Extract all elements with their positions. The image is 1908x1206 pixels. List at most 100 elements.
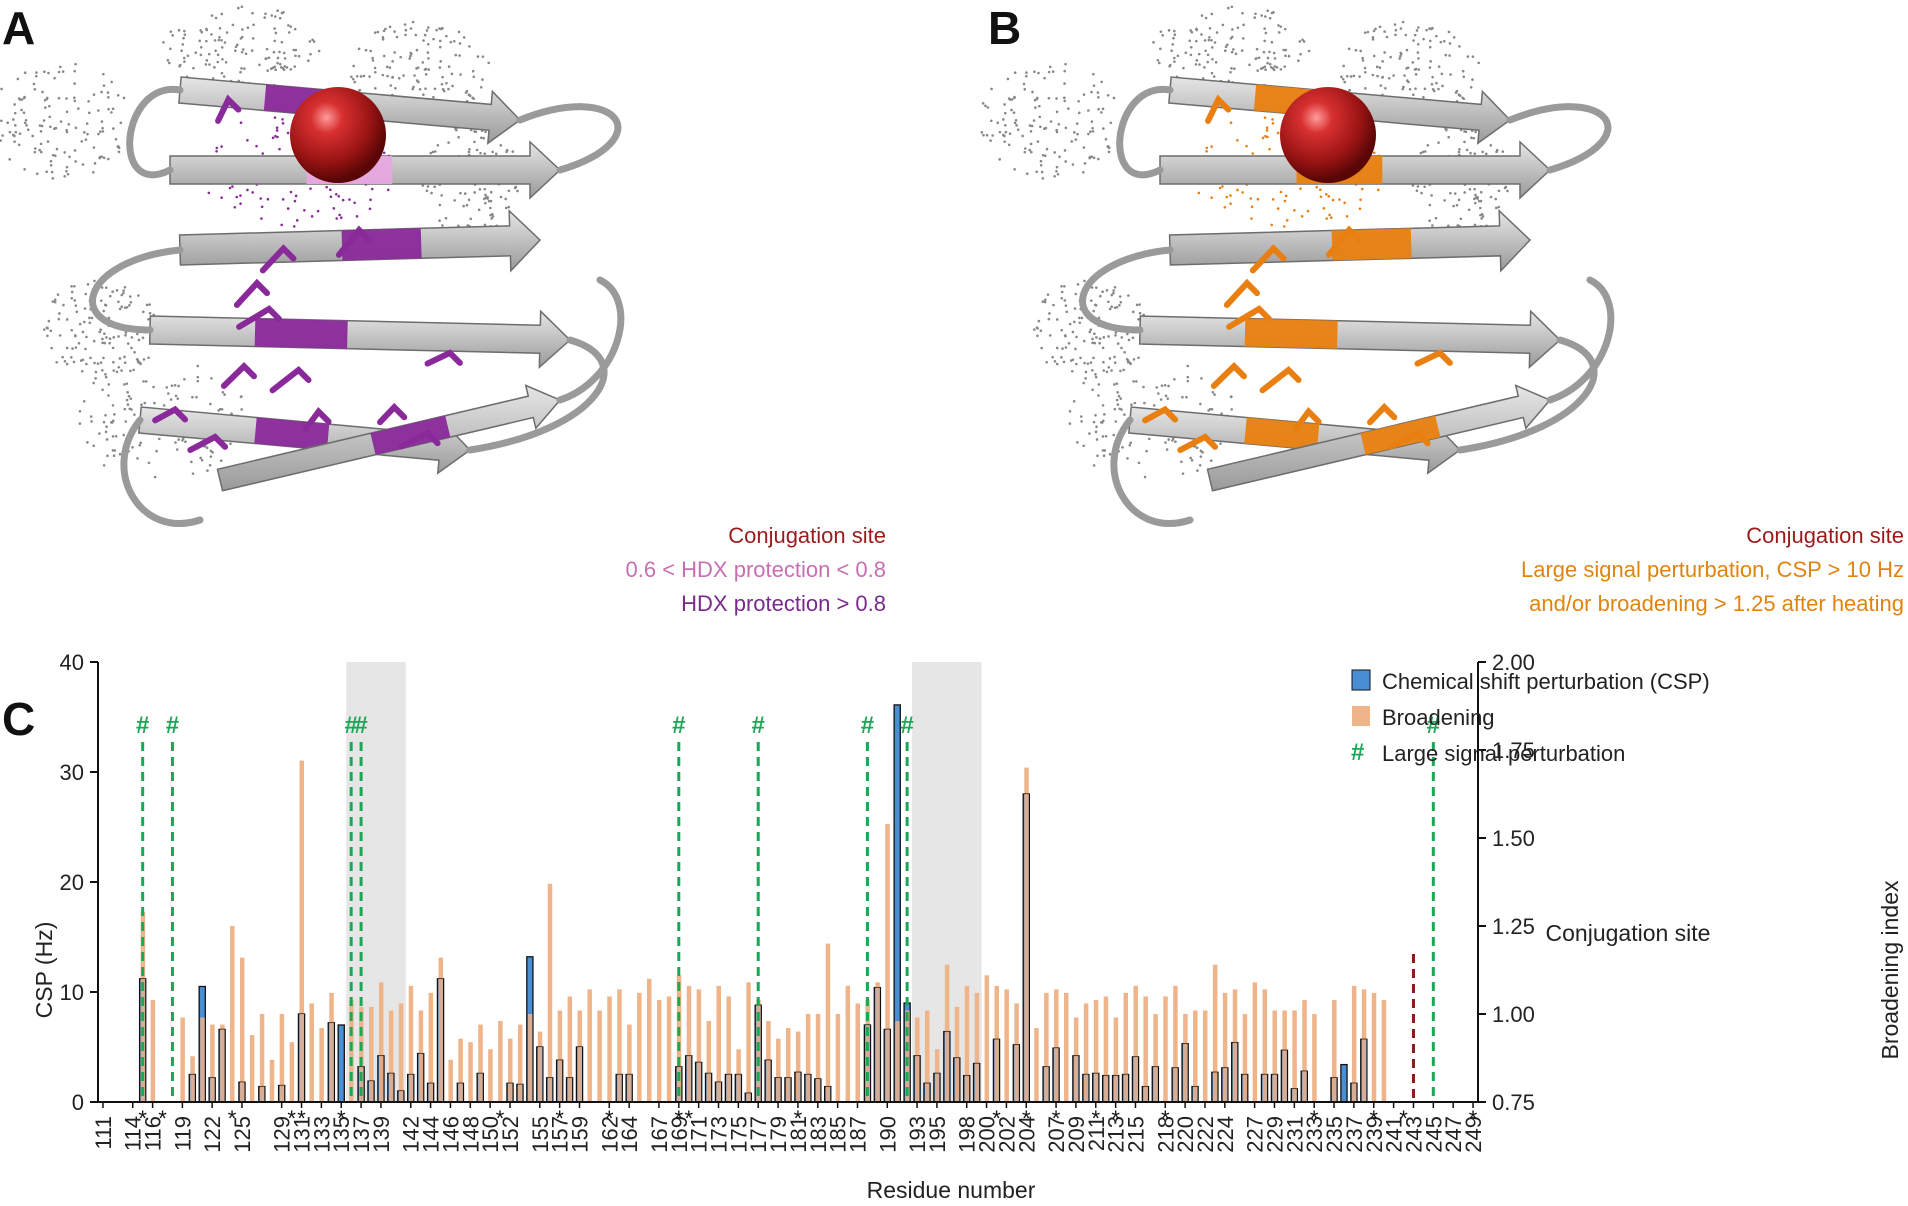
broadening-overlay (279, 1085, 285, 1102)
broadening-bar (1193, 1010, 1198, 1102)
x-tick-label: 209 (1064, 1116, 1089, 1153)
loop (120, 416, 204, 527)
broadening-overlay (1351, 1083, 1357, 1102)
broadening-overlay (1212, 1072, 1218, 1102)
loop (1110, 416, 1194, 527)
x-tick-label: 231 (1282, 1116, 1307, 1153)
broadening-overlay (1093, 1073, 1099, 1102)
broadening-bar (498, 1021, 503, 1102)
broadening-bar (656, 999, 662, 1102)
conjugation-sphere (1280, 87, 1376, 183)
side-chain (1414, 349, 1453, 367)
star-marker: * (337, 1106, 346, 1131)
side-chain (1210, 362, 1248, 389)
x-tick-label: 169 (667, 1116, 692, 1153)
hash-symbol: # (672, 712, 685, 739)
hash-symbol: # (354, 712, 367, 739)
broadening-overlay (567, 1077, 573, 1102)
broadening-bar (1332, 999, 1337, 1102)
broadening-bar (1153, 1014, 1158, 1102)
broadening-overlay (954, 1058, 960, 1102)
broadening-bar (279, 1014, 285, 1102)
broadening-overlay (964, 1075, 970, 1102)
broadening-bar (249, 1035, 255, 1102)
x-tick-label: 198 (955, 1116, 980, 1153)
star-marker: * (1091, 1106, 1100, 1131)
broadening-bar (885, 823, 890, 1102)
broadening-overlay (1173, 1067, 1178, 1102)
broadening-bar (1292, 1010, 1297, 1102)
broadening-bar (1212, 964, 1218, 1102)
chart-legend: Chemical shift perturbation (CSP) Broade… (1351, 669, 1710, 766)
x-tick-label: 187 (845, 1116, 870, 1153)
broadening-overlay (766, 1060, 771, 1102)
broadening-overlay (1332, 1077, 1337, 1102)
note-a-hdx-high: HDX protection > 0.8 (681, 591, 886, 616)
broadening-overlay (428, 1083, 434, 1102)
surface-dots (980, 62, 1116, 180)
star-marker: * (1469, 1106, 1478, 1131)
csp-bar (1340, 1063, 1348, 1103)
side-chain (152, 405, 189, 424)
broadening-overlay (369, 1081, 374, 1102)
broadening-overlay (508, 1083, 513, 1102)
y2-tick-label: 1.25 (1492, 914, 1535, 939)
highlighted-segment (370, 415, 451, 455)
x-tick-label: 148 (458, 1116, 483, 1153)
broadening-overlay (220, 1029, 225, 1102)
star-marker: * (1310, 1106, 1319, 1131)
broadening-overlay (557, 1060, 563, 1102)
star-marker: * (684, 1106, 693, 1131)
broadening-overlay (944, 1031, 950, 1102)
broadening-bar (716, 985, 722, 1102)
x-tick-label: 167 (647, 1116, 672, 1153)
surface-dots (1152, 5, 1311, 96)
broadening-overlay (458, 1083, 463, 1102)
broadening-overlay (1272, 1074, 1277, 1102)
broadening-bar (647, 978, 652, 1102)
x-tick-label: 185 (826, 1116, 851, 1153)
broadening-bar (607, 996, 612, 1102)
broadening-overlay (1183, 1043, 1188, 1102)
broadening-bar (150, 999, 156, 1102)
side-chain (1388, 429, 1431, 450)
broadening-bar (239, 957, 245, 1102)
side-chain (1177, 433, 1219, 454)
x-tick-label: 139 (369, 1116, 394, 1153)
x-tick-label: 207 (1044, 1116, 1069, 1153)
side-chain (1259, 365, 1302, 394)
loop (556, 276, 625, 404)
panel-letter-c: C (2, 693, 35, 745)
y-tick-label: 30 (60, 760, 84, 785)
broadening-overlay (924, 1083, 930, 1102)
broadening-bar (835, 1014, 841, 1102)
side-chain (1142, 405, 1179, 424)
x-tick-label: 233 (1302, 1116, 1327, 1153)
broadening-overlay (547, 1077, 553, 1102)
x-tick-label: 190 (875, 1116, 900, 1153)
broadening-bar (1054, 989, 1059, 1102)
highlighted-segment (1360, 415, 1441, 455)
csp-bar (337, 1024, 345, 1103)
broadening-overlay (259, 1086, 265, 1102)
broadening-bar (1034, 1028, 1039, 1102)
broadening-overlay (1282, 1050, 1287, 1102)
broadening-overlay (577, 1047, 583, 1102)
x-tick-label: 125 (230, 1116, 255, 1153)
broadening-overlay (1361, 1039, 1367, 1102)
broadening-bar (1312, 1014, 1317, 1102)
side-chain (233, 278, 270, 308)
broadening-bar (1302, 999, 1307, 1102)
broadening-overlay (776, 1077, 781, 1102)
broadening-bar (299, 760, 305, 1102)
broadening-overlay (815, 1078, 821, 1102)
broadening-overlay (696, 1062, 702, 1102)
broadening-overlay (915, 1055, 920, 1102)
loop (1116, 86, 1174, 179)
protein-structure-b (980, 5, 1615, 527)
note-a-conjugation: Conjugation site (728, 523, 886, 548)
side-chain (1226, 305, 1273, 330)
x-tick-label: 150 (478, 1116, 503, 1153)
y2-tick-label: 2.00 (1492, 650, 1535, 675)
